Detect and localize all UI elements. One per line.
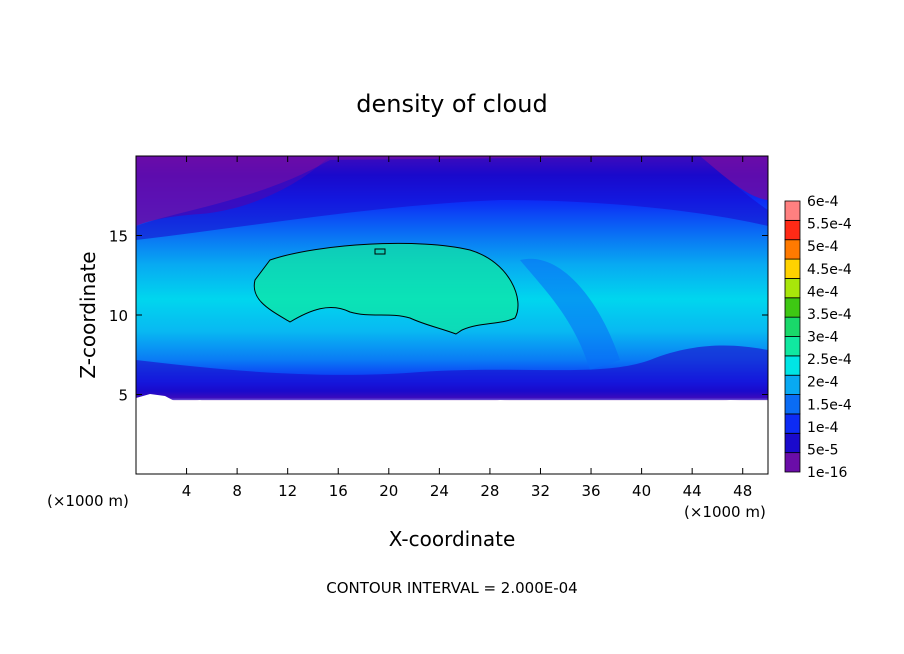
top-blue-band [136, 156, 768, 240]
y-axis: 5 10 15 [109, 228, 768, 405]
cloud-base [136, 394, 768, 474]
colorbar-swatch [784, 336, 801, 357]
colorbar-swatch [784, 297, 801, 318]
colorbar-label: 1e-16 [807, 465, 847, 481]
colorbar-swatch [784, 258, 801, 279]
contour-line [253, 242, 519, 335]
colorbar-swatch [784, 219, 801, 241]
colorbar-label: 1e-4 [807, 420, 839, 436]
y-tick-label: 10 [109, 307, 128, 325]
colorbar-label: 2e-4 [807, 375, 839, 391]
colorbar-swatch [784, 316, 801, 337]
colorbar: 1e-16 5e-5 1e-4 1.5e-4 2e-4 2.5e-4 3e-4 3.5e-4 4… [784, 194, 852, 481]
x-tick-label: 40 [632, 482, 651, 500]
colorbar-label: 5e-4 [807, 239, 839, 255]
x-tick-label: 20 [379, 482, 398, 500]
colorbar-label: 4e-4 [807, 284, 839, 300]
colorbar-label: 1.5e-4 [807, 397, 852, 413]
z-unit-label: (×1000 m) [684, 503, 766, 521]
x-axis: 4 8 12 16 20 24 28 32 36 40 44 48 [182, 156, 752, 500]
colorbar-swatch [784, 432, 801, 454]
x-tick-label: 36 [581, 482, 600, 500]
colorbar-label: 6e-4 [807, 194, 839, 210]
colorbar-label: 3e-4 [807, 330, 839, 346]
colorbar-swatch [784, 355, 801, 376]
colorbar-swatch [784, 239, 801, 260]
colorbar-label: 3.5e-4 [807, 307, 852, 323]
x-tick-label: 24 [430, 482, 449, 500]
x-tick-label: 48 [733, 482, 752, 500]
x-tick-label: 4 [182, 482, 192, 500]
chart-title: density of cloud [356, 90, 547, 118]
contour-island [374, 248, 386, 255]
lower-turbulence [136, 345, 768, 400]
x-tick-label: 28 [480, 482, 499, 500]
x-tick-label: 16 [329, 482, 348, 500]
y-tick-label: 5 [118, 387, 128, 405]
y-tick-label: 15 [109, 228, 128, 246]
top-right-dry-region [700, 156, 768, 200]
x-tick-label: 12 [278, 482, 297, 500]
colorbar-swatch [784, 413, 801, 434]
top-left-dry-region [136, 156, 330, 226]
colorbar-swatch [784, 200, 801, 221]
x-tick-label: 32 [531, 482, 550, 500]
x-axis-title: X-coordinate [389, 527, 516, 551]
colorbar-label: 2.5e-4 [807, 352, 852, 368]
colorbar-swatch [784, 394, 801, 415]
colorbar-label: 5e-5 [807, 442, 838, 458]
colorbar-swatch [784, 452, 801, 473]
colorbar-label: 5.5e-4 [807, 217, 852, 233]
colorbar-swatch [784, 278, 801, 299]
x-tick-label: 8 [232, 482, 242, 500]
vortex-band [520, 258, 620, 370]
y-axis-title: Z-coordinate [76, 251, 100, 378]
plot-area [136, 156, 768, 474]
contour-interval-note: CONTOUR INTERVAL = 2.000E-04 [326, 579, 577, 597]
x-tick-label: 44 [683, 482, 702, 500]
colorbar-swatch [784, 374, 801, 395]
colorbar-label: 4.5e-4 [807, 262, 852, 278]
x-unit-label: (×1000 m) [47, 492, 129, 510]
cloud-core [254, 243, 519, 334]
